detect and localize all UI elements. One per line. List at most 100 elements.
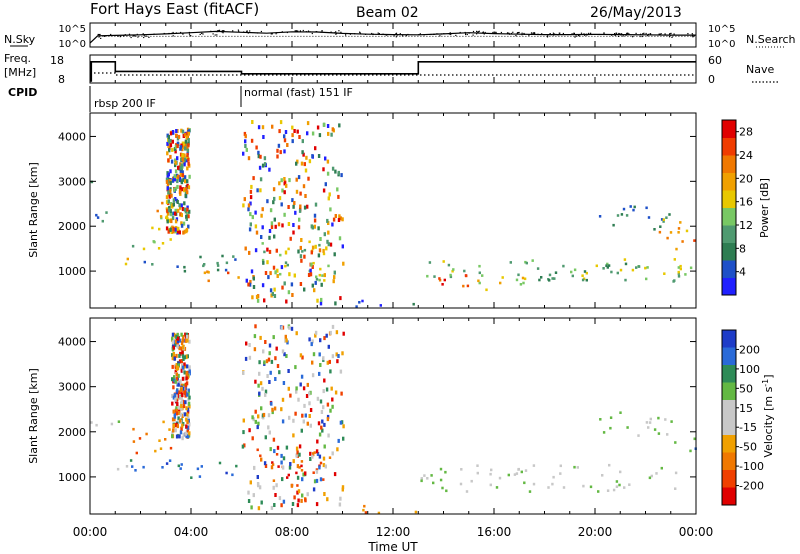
vel-data-cell	[172, 409, 175, 414]
power-data-cell	[216, 268, 220, 272]
power-data-cell	[605, 264, 608, 267]
power-data-cell	[180, 213, 183, 218]
vel-data-cell	[171, 353, 174, 358]
power-colorbar-frame	[721, 119, 737, 296]
power-data-cell	[90, 180, 94, 184]
vel-data-cell	[288, 325, 291, 330]
power-data-cell	[245, 147, 248, 152]
noise-point	[465, 33, 467, 36]
power-colorbar-tick-label: 8	[739, 242, 746, 255]
power-data-cell	[183, 188, 186, 193]
vel-data-cell	[168, 428, 171, 431]
noise-point	[521, 32, 523, 34]
vel-data-cell	[256, 425, 259, 430]
power-data-cell	[685, 229, 689, 233]
noise-point	[382, 33, 384, 35]
freq-tick-bottom: 8	[58, 73, 65, 86]
vel-data-cell	[176, 380, 179, 385]
vel-data-cell	[179, 395, 182, 400]
velocity-colorbar-tick-label: -100	[739, 460, 764, 473]
vel-data-cell	[183, 370, 186, 375]
vel-data-cell	[304, 413, 307, 418]
power-data-cell	[171, 216, 175, 221]
vel-data-cell	[420, 479, 423, 483]
power-data-cell	[330, 132, 333, 137]
noise-point	[399, 33, 401, 35]
power-data-cell	[339, 296, 342, 301]
noise-point	[163, 32, 165, 35]
power-data-cell	[263, 250, 266, 254]
noise-point	[378, 33, 380, 35]
power-data-cell	[334, 301, 337, 306]
noise-point	[673, 33, 675, 35]
power-data-cell	[303, 205, 307, 210]
vel-data-cell	[547, 486, 550, 489]
power-data-cell	[260, 235, 263, 239]
noise-point	[692, 35, 694, 37]
power-data-cell	[183, 207, 187, 212]
power-data-cell	[167, 208, 171, 213]
power-data-cell	[169, 169, 172, 174]
vel-data-cell	[181, 365, 185, 370]
power-data-cell	[287, 205, 290, 209]
power-data-cell	[298, 217, 301, 222]
noise-point	[214, 34, 216, 36]
velocity-colorbar-band	[722, 417, 736, 436]
power-data-cell	[268, 167, 271, 172]
vel-data-cell	[309, 390, 312, 395]
vel-data-cell	[312, 352, 316, 357]
power-data-cell	[300, 258, 303, 263]
power-data-cell	[286, 143, 289, 147]
power-data-cell	[244, 139, 247, 144]
vel-data-cell	[280, 503, 283, 508]
vel-data-cell	[276, 364, 280, 368]
vel-data-cell	[582, 484, 585, 488]
power-data-cell	[465, 274, 468, 278]
vel-data-cell	[172, 395, 176, 400]
vel-data-cell	[297, 489, 301, 494]
vel-data-cell	[138, 437, 142, 440]
power-data-cell	[180, 223, 184, 228]
power-data-cell	[554, 271, 558, 274]
vel-data-cell	[445, 489, 448, 493]
noise-point	[509, 33, 511, 35]
vel-data-cell	[309, 451, 312, 456]
vel-data-cell	[490, 468, 493, 472]
power-data-cell	[234, 258, 237, 261]
power-data-cell	[243, 131, 247, 136]
vel-data-cell	[181, 363, 184, 367]
vel-data-cell	[181, 393, 184, 398]
vel-data-cell	[650, 474, 653, 478]
power-data-cell	[131, 244, 135, 248]
vel-data-cell	[275, 483, 278, 488]
power-data-cell	[168, 179, 171, 183]
power-data-cell	[324, 182, 327, 187]
power-data-cell	[443, 278, 446, 282]
vel-data-cell	[179, 379, 182, 384]
power-data-cell	[571, 274, 574, 278]
power-data-cell	[273, 234, 276, 239]
vel-data-cell	[173, 412, 176, 417]
vel-data-cell	[340, 391, 343, 396]
power-data-cell	[179, 212, 182, 217]
vel-data-cell	[184, 431, 187, 436]
vel-data-cell	[188, 431, 191, 436]
noise-point	[516, 33, 518, 35]
vel-data-cell	[288, 465, 292, 470]
noise-point	[534, 33, 536, 35]
power-data-cell	[275, 248, 278, 253]
vel-data-cell	[186, 409, 190, 414]
power-data-cell	[187, 214, 190, 219]
power-data-cell	[178, 230, 181, 235]
vel-data-cell	[319, 363, 322, 367]
power-colorbar-tick-label: 4	[739, 266, 746, 279]
power-data-cell	[524, 260, 527, 264]
power-data-cell	[304, 168, 308, 173]
x-tick-label: 00:00	[679, 525, 714, 539]
vel-data-cell	[602, 431, 606, 434]
noise-tick-bottom-left: 10^0	[59, 39, 86, 50]
power-data-cell	[327, 131, 330, 136]
vel-data-cell	[342, 424, 345, 429]
power-data-cell	[161, 201, 164, 205]
vel-data-cell	[175, 353, 178, 358]
